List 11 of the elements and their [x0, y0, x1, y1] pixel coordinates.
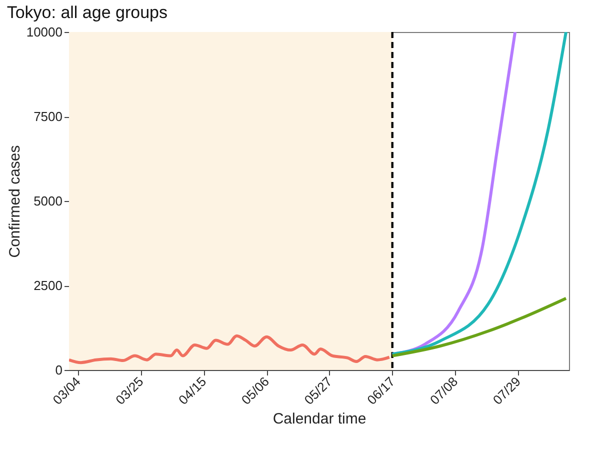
line-series	[390, 296, 568, 358]
chart-title: Tokyo: all age groups	[6, 3, 168, 22]
y-tick-label: 5000	[34, 194, 62, 208]
line-series	[390, 32, 568, 356]
y-tick-label: 10000	[26, 24, 62, 40]
x-axis-title: Calendar time	[272, 410, 366, 428]
y-tick-label: 0	[55, 362, 62, 378]
line-series	[69, 334, 391, 364]
y-tick-label: 7500	[34, 109, 62, 124]
y-axis-title: Confirmed cases	[6, 145, 24, 258]
y-tick-label: 2500	[34, 278, 62, 293]
